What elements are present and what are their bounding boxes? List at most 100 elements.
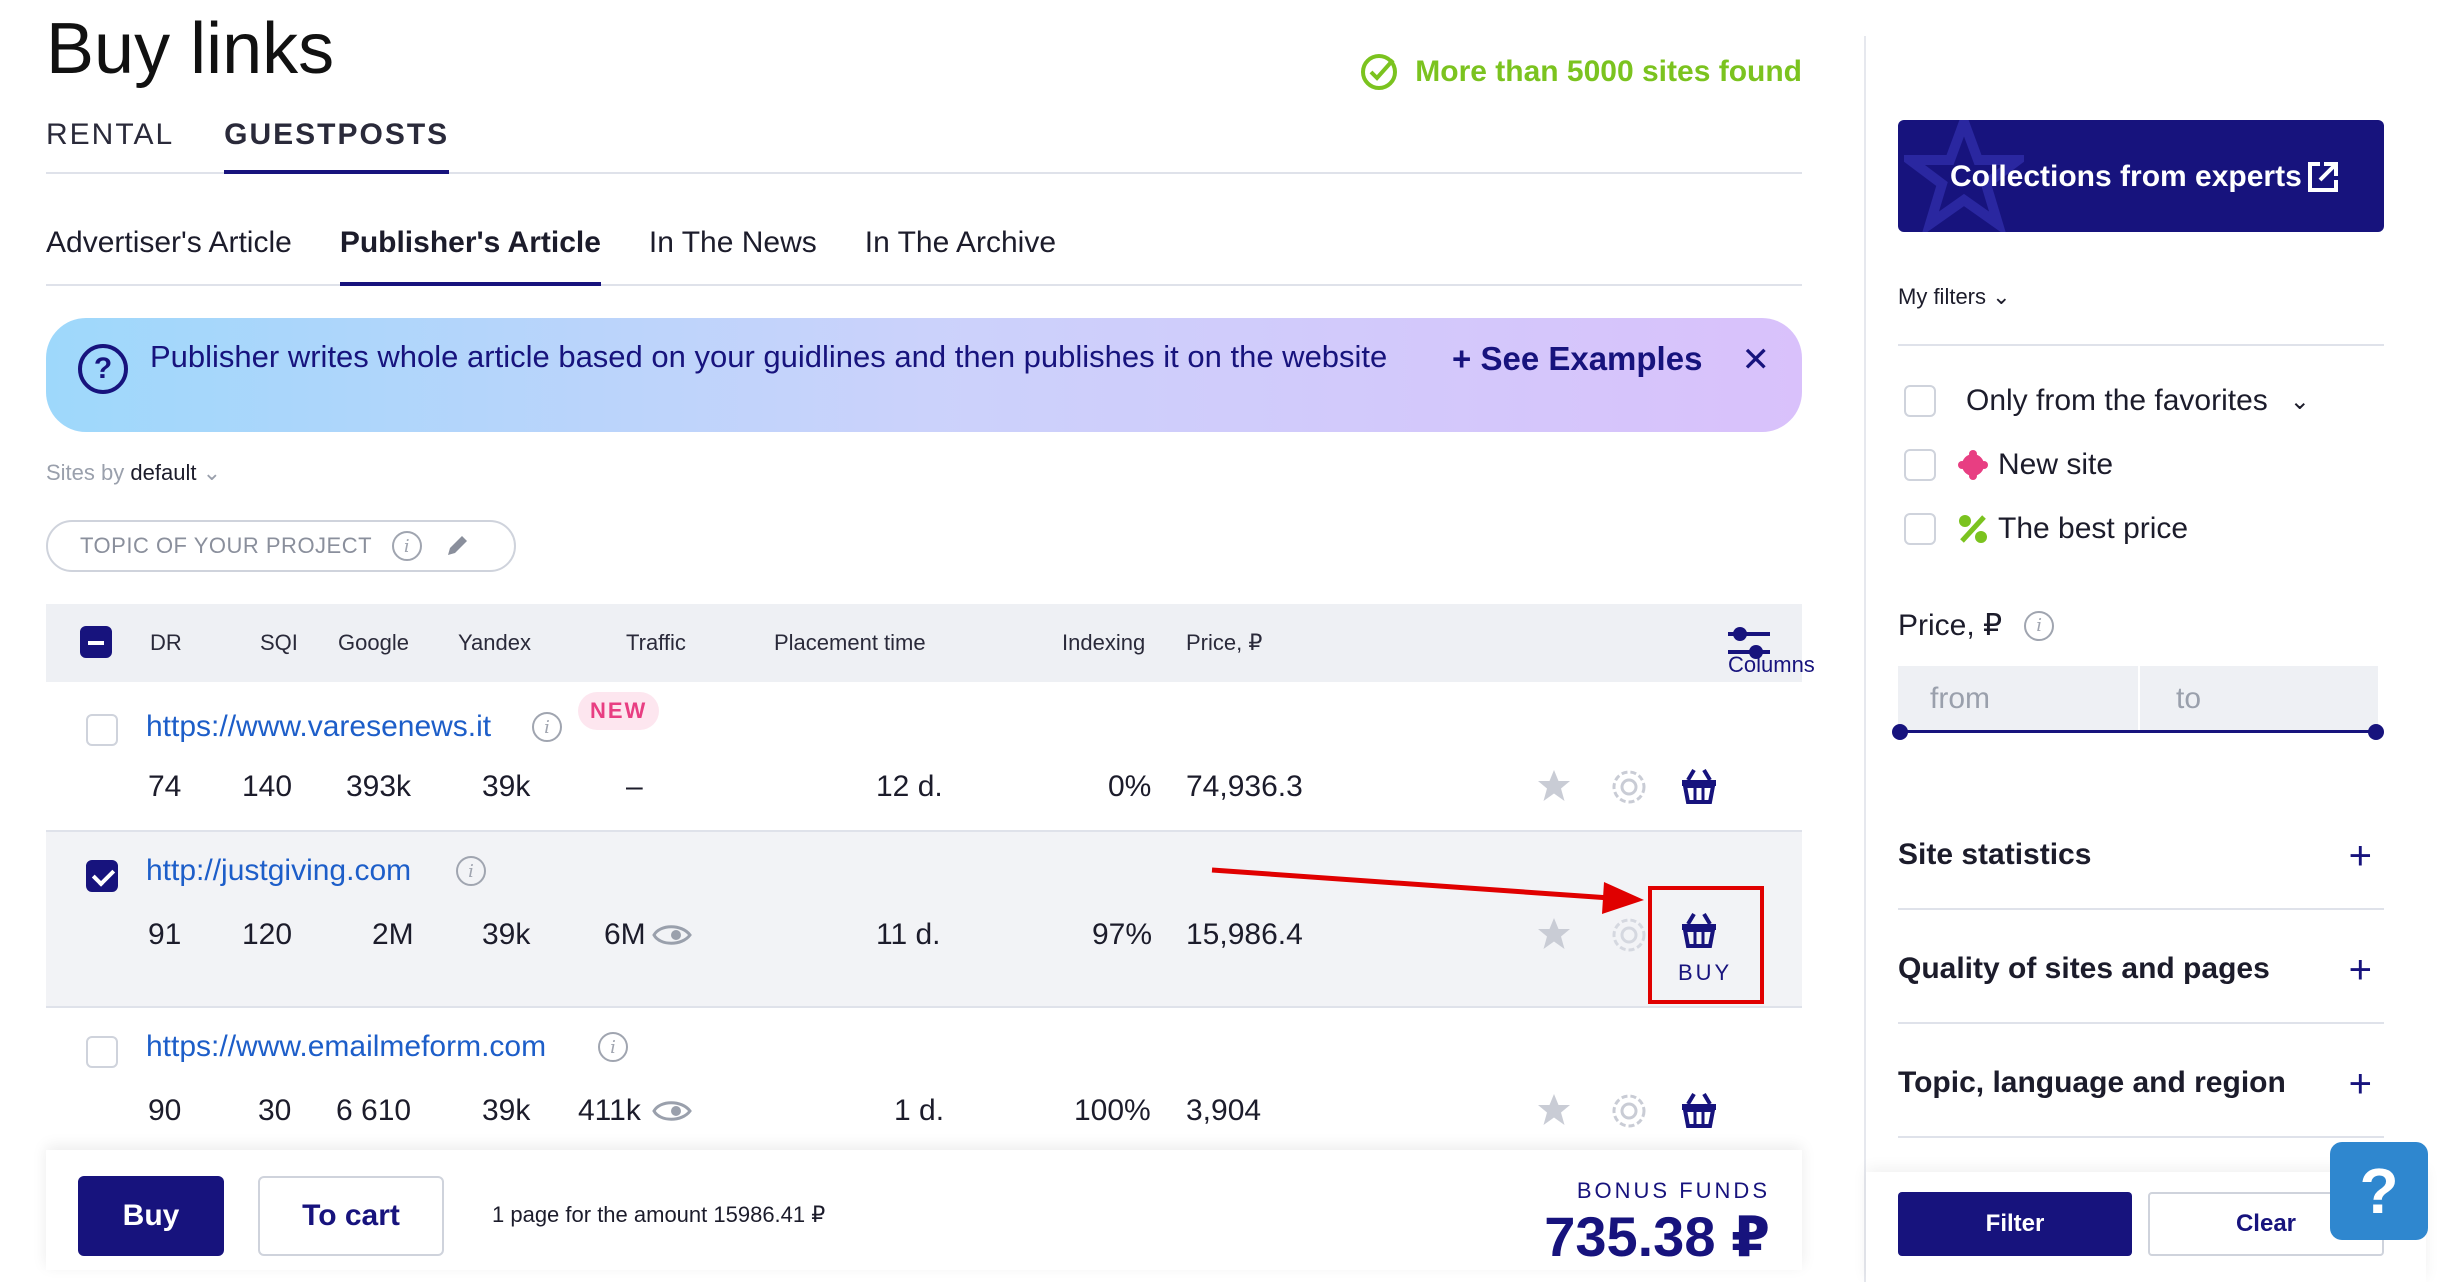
- basket-icon[interactable]: [1680, 912, 1718, 948]
- percent-icon: [1959, 515, 1987, 543]
- row-checkbox[interactable]: [86, 714, 118, 746]
- header-dr[interactable]: DR: [150, 630, 182, 655]
- help-button[interactable]: ?: [2330, 1142, 2428, 1240]
- topic-input[interactable]: TOPIC OF YOUR PROJECT i: [46, 520, 516, 572]
- favorites-filter[interactable]: Only from the favorites ⌄: [1904, 384, 2310, 418]
- info-icon[interactable]: i: [456, 856, 486, 886]
- indexing-value: 0%: [1108, 770, 1152, 803]
- to-cart-button[interactable]: To cart: [258, 1176, 444, 1256]
- price-to-input[interactable]: to: [2176, 682, 2202, 715]
- semrush-icon: [652, 925, 692, 945]
- tab-advertisers-article[interactable]: Advertiser's Article: [46, 226, 292, 259]
- annotation-arrow-icon: [1211, 867, 1644, 914]
- site-link[interactable]: http://justgiving.com: [146, 854, 412, 887]
- favorites-checkbox[interactable]: [1904, 385, 1936, 417]
- table-row: https://www.varesenews.it i NEW 74 140 3…: [46, 682, 1802, 832]
- page-amount-text: 1 page for the amount 15986.41 ₽: [492, 1202, 826, 1227]
- article-type-tabs: Advertiser's Article Publisher's Article…: [46, 226, 1802, 286]
- placement-value: 11 d.: [876, 918, 941, 951]
- header-indexing[interactable]: Indexing: [1062, 630, 1146, 655]
- new-site-filter[interactable]: New site: [1904, 448, 2113, 482]
- header-yandex[interactable]: Yandex: [458, 630, 531, 655]
- divider: [1898, 344, 2384, 346]
- target-icon[interactable]: [1610, 916, 1648, 954]
- info-icon[interactable]: i: [2024, 610, 2055, 641]
- new-site-checkbox[interactable]: [1904, 449, 1936, 481]
- header-placement-time[interactable]: Placement time: [774, 630, 926, 655]
- range-max-handle[interactable]: [2368, 724, 2384, 740]
- star-icon[interactable]: [1536, 916, 1572, 952]
- price-range[interactable]: from to: [1892, 666, 2384, 740]
- tab-publishers-article[interactable]: Publisher's Article: [339, 226, 601, 286]
- sort-value: default: [130, 460, 197, 485]
- sort-prefix: Sites by: [46, 460, 125, 485]
- yandex-value: 39k: [482, 1094, 531, 1127]
- target-icon[interactable]: [1610, 1092, 1648, 1130]
- my-filters-dropdown[interactable]: My filters ⌄: [1898, 284, 2011, 310]
- yandex-value: 39k: [482, 770, 531, 803]
- row-checkbox[interactable]: [86, 860, 118, 892]
- topic-language-region-section[interactable]: Topic, language and region +: [1898, 1062, 2384, 1106]
- price-label: Price, ₽: [1898, 609, 2003, 642]
- collections-from-experts-button[interactable]: Collections from experts: [1898, 120, 2384, 232]
- tab-guestposts[interactable]: GUESTPOSTS: [224, 112, 450, 174]
- header-sqi[interactable]: SQI: [260, 630, 298, 655]
- quality-section[interactable]: Quality of sites and pages +: [1898, 948, 2384, 992]
- tab-rental[interactable]: RENTAL: [46, 118, 175, 151]
- star-icon[interactable]: [1536, 768, 1572, 804]
- sort-selector[interactable]: Sites by default ⌄: [46, 460, 221, 486]
- best-price-label: The best price: [1998, 512, 2189, 545]
- filter-button[interactable]: Filter: [1898, 1192, 2132, 1256]
- page-title: Buy links: [46, 9, 335, 89]
- main-panel: Buy links More than 5000 sites found REN…: [46, 0, 1815, 1282]
- site-statistics-section[interactable]: Site statistics +: [1898, 834, 2384, 878]
- basket-icon[interactable]: [1680, 1092, 1718, 1128]
- dr-value: 91: [148, 918, 182, 951]
- google-value: 393k: [346, 770, 412, 803]
- info-icon[interactable]: i: [532, 712, 562, 742]
- select-all-checkbox[interactable]: [80, 626, 112, 658]
- traffic-value: –: [626, 770, 643, 803]
- semrush-icon: [652, 1101, 692, 1121]
- header-google[interactable]: Google: [338, 630, 409, 655]
- info-icon[interactable]: i: [392, 531, 423, 561]
- tab-in-the-archive[interactable]: In The Archive: [864, 226, 1057, 259]
- chevron-down-icon[interactable]: ⌄: [2289, 387, 2310, 415]
- plus-icon: +: [2348, 834, 2372, 878]
- new-badge: NEW: [578, 692, 660, 730]
- buy-button[interactable]: Buy: [78, 1176, 224, 1256]
- site-link[interactable]: https://www.varesenews.it: [146, 710, 492, 743]
- plus-icon: +: [1452, 340, 1472, 377]
- pencil-icon[interactable]: [442, 531, 472, 561]
- indexing-value: 100%: [1074, 1094, 1151, 1127]
- external-link-icon: [2308, 162, 2338, 192]
- divider: [1898, 1136, 2384, 1138]
- best-price-filter[interactable]: The best price: [1904, 512, 2188, 546]
- buy-label[interactable]: BUY: [1678, 960, 1733, 985]
- sliders-icon: [1728, 627, 1770, 659]
- chevron-down-icon: ⌄: [1992, 284, 2011, 309]
- tab-in-the-news[interactable]: In The News: [648, 226, 817, 259]
- dr-value: 90: [148, 1094, 182, 1127]
- best-price-checkbox[interactable]: [1904, 513, 1936, 545]
- collections-label: Collections from experts: [1950, 160, 2302, 193]
- section-label: Site statistics: [1898, 838, 2092, 871]
- header-price[interactable]: Price, ₽: [1186, 630, 1263, 655]
- target-icon[interactable]: [1610, 768, 1648, 806]
- range-slider-track[interactable]: [1898, 730, 2378, 733]
- info-icon[interactable]: i: [598, 1032, 628, 1062]
- sites-found-status: More than 5000 sites found: [1359, 52, 1802, 92]
- basket-icon[interactable]: [1680, 768, 1718, 804]
- see-examples-button[interactable]: + See Examples: [1452, 340, 1702, 378]
- site-link[interactable]: https://www.emailmeform.com: [146, 1030, 547, 1063]
- row-checkbox[interactable]: [86, 1036, 118, 1068]
- chevron-down-icon: ⌄: [202, 460, 222, 485]
- price-filter-label: Price, ₽ i: [1898, 608, 2055, 643]
- columns-button[interactable]: Columns: [1728, 626, 1815, 677]
- price-from-input[interactable]: from: [1930, 682, 1990, 715]
- header-traffic[interactable]: Traffic: [626, 630, 686, 655]
- star-icon[interactable]: [1536, 1092, 1572, 1128]
- range-min-handle[interactable]: [1892, 724, 1908, 740]
- sites-found-text: More than 5000 sites found: [1415, 55, 1802, 88]
- close-icon[interactable]: ✕: [1741, 341, 1771, 379]
